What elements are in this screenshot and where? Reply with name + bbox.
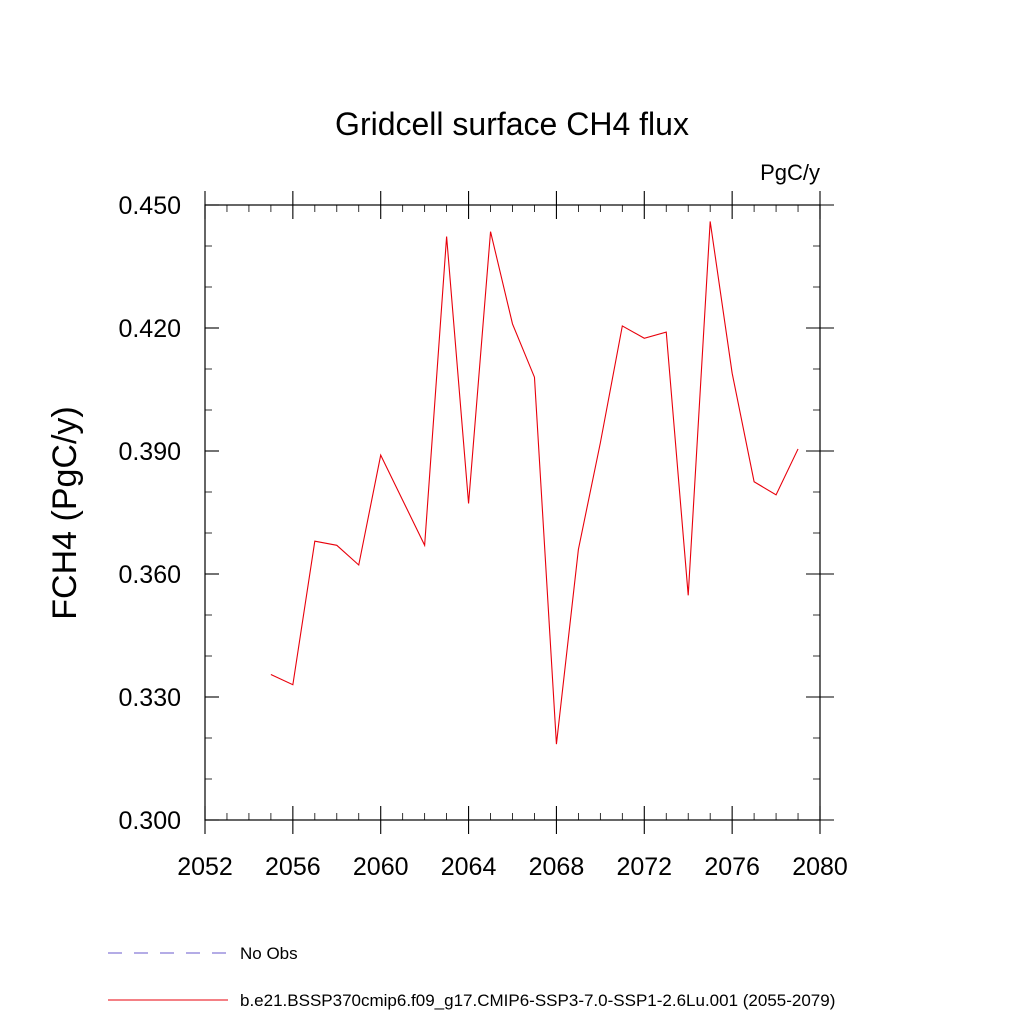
axis-ticks [204,191,834,834]
legend-label-0: No Obs [240,944,298,963]
x-tick-label: 2076 [704,853,760,881]
legend: No Obs b.e21.BSSP370cmip6.f09_g17.CMIP6-S… [108,944,835,1010]
series-line-0 [270,221,799,745]
y-tick-label: 0.300 [118,807,181,835]
y-tick-label: 0.390 [118,438,181,466]
x-tick-label: 2064 [441,853,497,881]
chart-title: Gridcell surface CH4 flux [335,106,689,142]
units-label: PgC/y [760,160,820,185]
y-tick-label: 0.330 [118,684,181,712]
y-tick-label: 0.360 [118,561,181,589]
x-tick-label: 2060 [353,853,409,881]
y-axis-label: FCH4 (PgC/y) [46,406,84,619]
x-tick-label: 2072 [616,853,672,881]
legend-label-1: b.e21.BSSP370cmip6.f09_g17.CMIP6-SSP3-7.… [240,991,835,1010]
axis-tick-labels: 2052 2056 2060 2064 2068 2072 2076 2080 0.300 0.3… [118,192,847,881]
series-group [270,221,799,745]
x-tick-label: 2080 [792,853,848,881]
plot-frame [204,204,821,821]
x-tick-label: 2052 [177,853,233,881]
y-tick-label: 0.420 [118,315,181,343]
x-tick-label: 2068 [529,853,585,881]
y-tick-label: 0.450 [118,192,181,220]
x-tick-label: 2056 [265,853,321,881]
